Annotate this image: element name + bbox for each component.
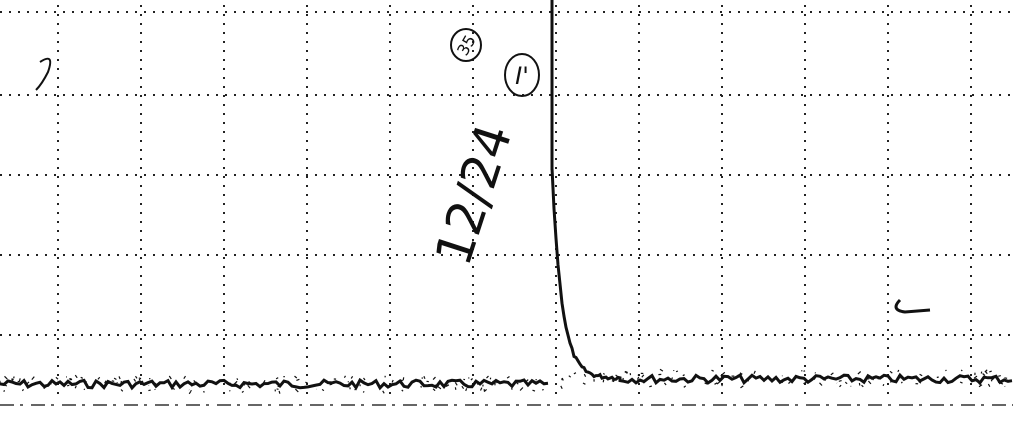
trace-noise: [0, 368, 1008, 395]
scribble: [894, 298, 931, 314]
label-circle: [504, 53, 540, 97]
scribble: [35, 57, 52, 91]
trace: [0, 167, 1013, 391]
label-note: I': [515, 62, 529, 90]
page-circle: [450, 28, 482, 62]
